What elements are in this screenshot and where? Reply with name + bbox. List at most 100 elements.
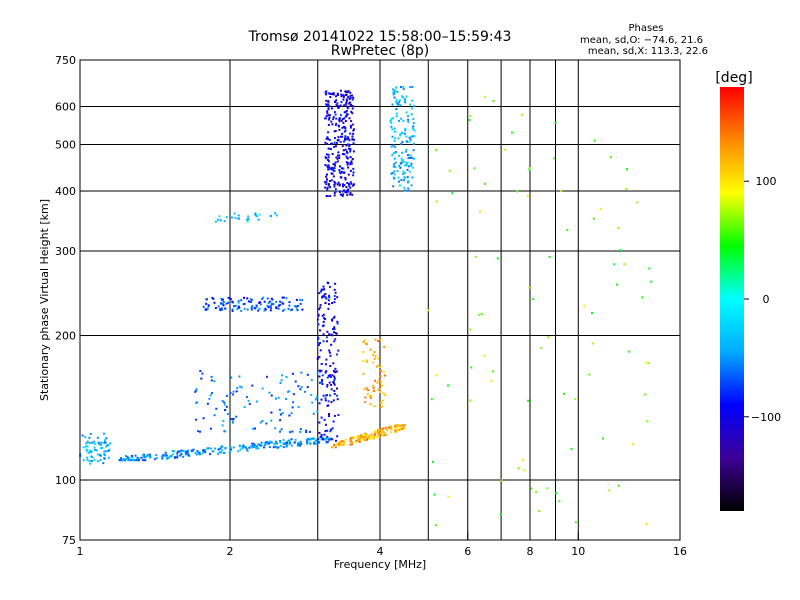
data-point — [412, 118, 415, 121]
data-point — [379, 384, 382, 387]
data-point — [394, 137, 396, 140]
data-point — [337, 105, 340, 108]
data-point — [148, 453, 151, 456]
data-point — [208, 397, 211, 400]
data-point — [636, 201, 639, 204]
data-point — [88, 451, 91, 454]
data-point — [326, 142, 329, 145]
data-point — [430, 398, 433, 401]
data-point — [484, 95, 486, 98]
data-point — [282, 439, 285, 441]
data-point — [447, 495, 450, 498]
data-point — [374, 355, 377, 358]
data-point — [279, 303, 282, 306]
data-point — [346, 138, 348, 141]
data-point — [232, 390, 235, 393]
data-point — [395, 115, 398, 118]
data-point — [250, 306, 253, 309]
data-point — [318, 421, 321, 424]
data-point — [333, 331, 335, 334]
data-point — [360, 434, 363, 437]
data-point — [351, 105, 354, 108]
data-point — [325, 195, 328, 197]
data-point — [297, 385, 300, 388]
data-point — [272, 446, 275, 449]
data-point — [263, 309, 266, 312]
data-point — [328, 415, 330, 418]
data-point — [100, 443, 103, 446]
data-point — [468, 119, 471, 122]
data-point — [345, 102, 348, 104]
data-point — [566, 228, 569, 231]
data-point — [333, 328, 336, 331]
data-point — [282, 302, 285, 305]
data-point — [469, 399, 472, 402]
data-point — [328, 105, 331, 108]
data-point — [574, 398, 577, 401]
data-point — [351, 123, 354, 126]
data-point — [131, 459, 134, 462]
data-point — [325, 157, 328, 160]
data-point — [329, 430, 332, 433]
data-point — [306, 386, 309, 389]
data-point — [346, 91, 349, 94]
data-point — [85, 448, 88, 451]
data-point — [103, 442, 106, 445]
data-point — [260, 444, 263, 447]
data-point — [650, 280, 653, 283]
data-point — [258, 213, 261, 216]
data-point — [349, 169, 352, 172]
data-point — [504, 148, 507, 151]
data-point — [299, 440, 302, 443]
data-point — [338, 118, 341, 121]
data-point — [394, 429, 397, 432]
data-point — [185, 451, 187, 454]
data-point — [327, 107, 330, 110]
data-point — [334, 161, 337, 164]
data-point — [343, 117, 346, 120]
data-point — [344, 90, 347, 93]
data-point — [412, 142, 415, 145]
data-point — [562, 392, 565, 395]
data-point — [325, 336, 328, 339]
data-point — [366, 433, 368, 436]
data-point — [202, 449, 205, 452]
data-point — [211, 296, 214, 299]
data-point — [530, 487, 533, 490]
data-point — [337, 124, 340, 127]
data-point — [404, 177, 406, 180]
data-point — [322, 394, 325, 397]
data-point — [593, 217, 595, 220]
data-point — [220, 302, 222, 305]
data-point — [326, 330, 329, 333]
data-point — [268, 442, 271, 445]
data-point — [134, 454, 137, 457]
data-point — [372, 384, 374, 387]
data-point — [170, 455, 173, 458]
data-point — [88, 442, 91, 445]
data-point — [358, 437, 361, 440]
data-point — [338, 190, 341, 193]
data-point — [217, 305, 220, 308]
data-point — [299, 388, 302, 391]
data-point — [279, 430, 281, 433]
data-point — [243, 406, 246, 408]
data-point — [147, 454, 150, 457]
data-point — [91, 441, 94, 444]
data-point — [84, 445, 87, 448]
data-point — [349, 91, 352, 94]
data-point — [351, 98, 354, 101]
data-point — [338, 157, 341, 159]
data-point — [547, 336, 550, 339]
data-point — [165, 454, 168, 457]
data-point — [300, 385, 303, 388]
data-point — [330, 383, 333, 386]
data-point — [554, 121, 557, 124]
data-point — [337, 106, 340, 109]
data-point — [390, 121, 393, 124]
data-point — [217, 448, 220, 451]
data-point — [500, 479, 503, 482]
data-point — [349, 162, 352, 164]
data-point — [381, 405, 383, 408]
data-point — [103, 457, 106, 460]
